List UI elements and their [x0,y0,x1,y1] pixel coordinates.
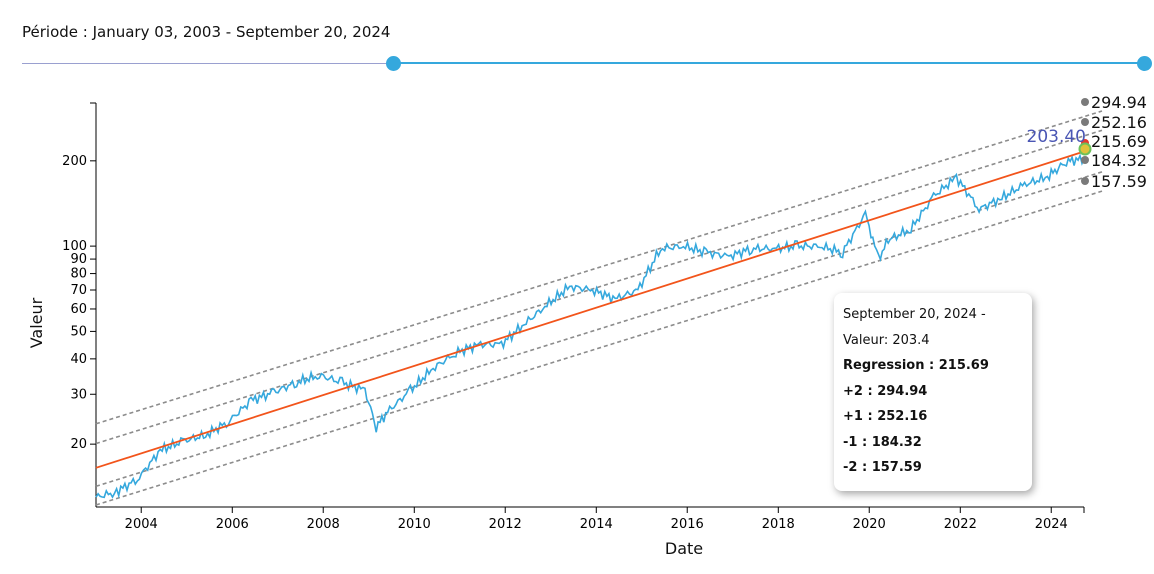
end-value-label: 215.69 [1091,132,1147,151]
x-tick-label: 2014 [580,517,613,532]
end-value-label: 294.94 [1091,93,1147,112]
x-tick-label: 2022 [944,517,977,532]
x-tick-label: 2010 [398,517,431,532]
slider-end-handle[interactable] [1137,56,1152,71]
tooltip-regression: Regression : 215.69 [843,358,989,373]
tooltip-minus1: -1 : 184.32 [843,434,922,450]
y-tick-label: 60 [70,302,87,317]
y-tick-label: 90 [70,252,87,267]
x-tick-label: 2012 [489,517,522,532]
price-series-line [95,153,1085,499]
tooltip-plus1: +1 : 252.16 [843,409,928,424]
y-tick-label: 20 [70,437,87,452]
end-marker-184.32 [1081,156,1089,164]
y-tick-label: 80 [70,267,87,282]
x-tick-label: 2008 [307,517,340,532]
y-tick-label: 50 [70,324,87,339]
tooltip-value: Valeur: 203.4 [843,332,930,348]
slider-selected-range[interactable] [393,62,1144,64]
tooltip-minus2: -2 : 157.59 [843,460,922,475]
y-tick-label: 70 [70,283,87,298]
y-axis-title: Valeur [27,297,46,348]
date-range-slider[interactable] [22,54,1152,74]
x-tick-label: 2006 [216,517,249,532]
end-marker-252.16 [1081,118,1089,126]
y-tick-label: 40 [70,352,87,367]
regression-line [95,150,1085,469]
band-line-plus2 [95,110,1103,425]
x-tick-label: 2024 [1035,517,1068,532]
tooltip: September 20, 2024 - Valeur: 203.4 Regre… [834,293,1032,491]
last-value-marker [1078,142,1092,156]
tooltip-plus2: +2 : 294.94 [843,383,928,399]
slider-start-handle[interactable] [386,56,402,71]
band-line-minus2 [95,190,1103,506]
x-tick-label: 2016 [671,517,704,532]
band-line-minus1 [95,171,1103,488]
x-tick-label: 2004 [125,517,158,532]
y-tick-label: 200 [62,154,87,169]
end-value-label: 184.32 [1091,151,1147,170]
last-value-label: 203.40 [1027,127,1086,147]
y-tick-label: 30 [70,387,87,402]
tooltip-date: September 20, 2024 - [843,307,986,322]
period-label: Période : January 03, 2003 - September 2… [22,23,391,41]
end-marker-294.94 [1081,98,1089,106]
end-value-label: 252.16 [1091,113,1147,132]
x-axis-title: Date [665,539,703,558]
x-tick-label: 2020 [853,517,886,532]
x-tick-label: 2018 [762,517,795,532]
end-value-label: 157.59 [1091,172,1147,191]
end-marker-157.59 [1081,177,1089,185]
y-tick-label: 100 [62,239,87,254]
